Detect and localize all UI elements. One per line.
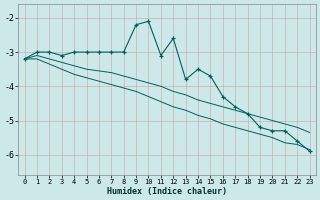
X-axis label: Humidex (Indice chaleur): Humidex (Indice chaleur) bbox=[107, 187, 227, 196]
